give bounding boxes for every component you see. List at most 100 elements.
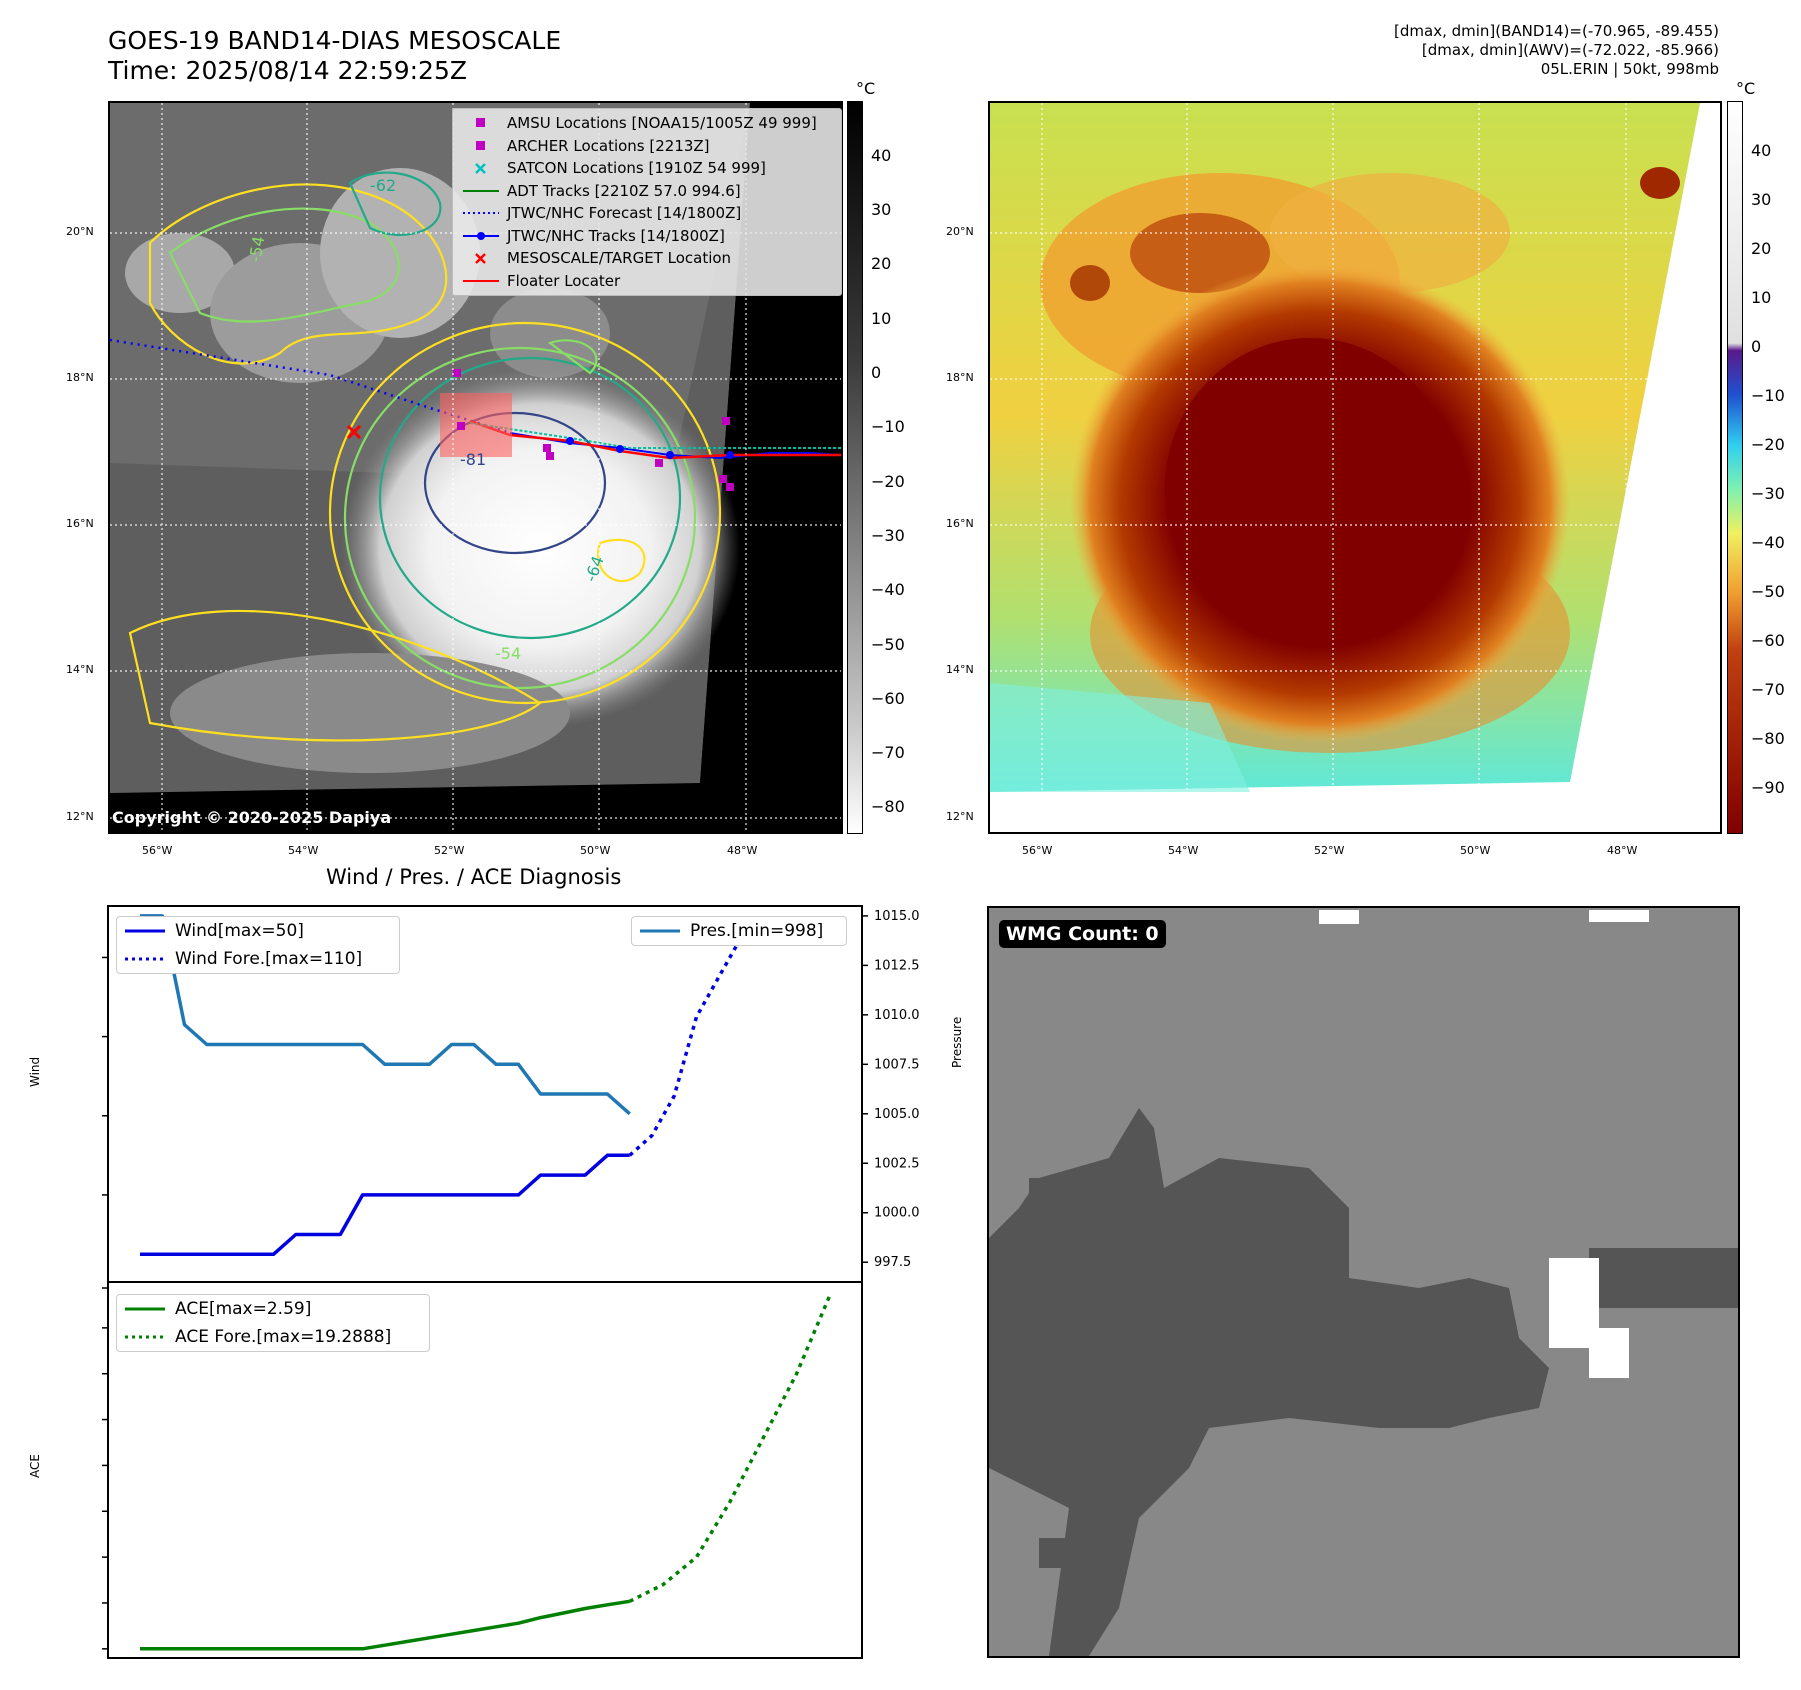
stats-awv: [dmax, dmin](AWV)=(-72.022, -85.966)	[1421, 41, 1719, 59]
lon-tick: 52°W	[1314, 844, 1345, 857]
lon-tick: 48°W	[727, 844, 758, 857]
lat-tick: 16°N	[66, 517, 94, 530]
legend-wind: Wind[max=50]	[125, 921, 304, 941]
contour-label-81: -81	[460, 450, 486, 469]
lat-tick: 14°N	[946, 663, 974, 676]
lon-tick: 54°W	[288, 844, 319, 857]
cbar-gray-tick: −40	[871, 580, 905, 599]
contour-label-62: -62	[370, 176, 396, 195]
awv-map-svg	[990, 103, 1720, 832]
pres-tick-label: 1010.0	[874, 1008, 920, 1023]
legend-target: MESOSCALE/TARGET Location	[461, 247, 841, 270]
cbar-gray-tick: −20	[871, 472, 905, 491]
lon-tick: 52°W	[434, 844, 465, 857]
cbar-color-tick: 10	[1751, 288, 1772, 307]
legend-amsu: AMSU Locations [NOAA15/1005Z 49 999]	[461, 112, 841, 135]
cbar-color-tick: 40	[1751, 141, 1772, 160]
lat-tick: 20°N	[946, 225, 974, 238]
cbar-gray-tick: −30	[871, 526, 905, 545]
pressure-series-line	[140, 914, 631, 1116]
cbar-color-tick: −60	[1751, 631, 1785, 650]
lon-tick: 56°W	[1022, 844, 1053, 857]
pres-tick-label: 997.5	[874, 1255, 911, 1270]
cbar-color-tick: −30	[1751, 484, 1785, 503]
title-product: GOES-19 BAND14-DIAS MESOSCALE	[108, 26, 562, 55]
ace-forecast-series-line	[628, 1294, 832, 1603]
stats-band14: [dmax, dmin](BAND14)=(-70.965, -89.455)	[1394, 22, 1719, 40]
pres-legend: Pres.[min=998]	[631, 916, 847, 946]
cbar-color-tick: −50	[1751, 582, 1785, 601]
cbar-color-tick: −90	[1751, 778, 1785, 797]
cbar-color-tick: −40	[1751, 533, 1785, 552]
cbar-gray-tick: 30	[871, 200, 892, 219]
cbar-gray-tick: −80	[871, 797, 905, 816]
cbar-gray-tick: 40	[871, 146, 892, 165]
pres-tick-label: 1002.5	[874, 1156, 920, 1171]
pres-tick-label: 1007.5	[874, 1057, 920, 1072]
lat-tick: 20°N	[66, 225, 94, 238]
lon-tick: 48°W	[1607, 844, 1638, 857]
wind-axis-label: Wind	[28, 1056, 42, 1087]
cbar-gray-tick: −50	[871, 635, 905, 654]
pres-tick-label: 1000.0	[874, 1206, 920, 1221]
cbar-gray-tick: −70	[871, 743, 905, 762]
cbar-gray-tick: 10	[871, 309, 892, 328]
legend-ace: ACE[max=2.59]	[125, 1299, 312, 1319]
diagnosis-chart: 10080604020.01015.01012.51010.01007.5100…	[102, 905, 920, 1659]
cbar-color-tick: −10	[1751, 386, 1785, 405]
wmg-panel	[987, 906, 1740, 1658]
legend-satcon: SATCON Locations [1910Z 54 999]	[461, 157, 841, 180]
wind-forecast-series-line	[628, 916, 786, 1157]
lon-tick: 54°W	[1168, 844, 1199, 857]
lat-tick: 18°N	[66, 371, 94, 384]
title-time: Time: 2025/08/14 22:59:25Z	[108, 56, 467, 85]
legend-tracks: JTWC/NHC Tracks [14/1800Z]	[461, 225, 841, 248]
lon-tick: 50°W	[1460, 844, 1491, 857]
stats-block: [dmax, dmin](BAND14)=(-70.965, -89.455) …	[1394, 22, 1719, 79]
legend-pres: Pres.[min=998]	[640, 921, 824, 941]
diagnosis-title: Wind / Pres. / ACE Diagnosis	[326, 865, 622, 889]
ace-axes-frame	[107, 1281, 863, 1659]
cbar-gray-tick: 0	[871, 363, 882, 382]
cbar-color-tick: −20	[1751, 435, 1785, 454]
wmg-count-label: WMG Count: 0	[999, 920, 1166, 948]
lat-tick: 18°N	[946, 371, 974, 384]
pres-tick-label: 1005.0	[874, 1107, 920, 1122]
legend-archer: ARCHER Locations [2213Z]	[461, 135, 841, 158]
stats-storm: 05L.ERIN | 50kt, 998mb	[1540, 60, 1719, 78]
awv-map-panel	[988, 101, 1722, 834]
legend-forecast: JTWC/NHC Forecast [14/1800Z]	[463, 204, 742, 223]
lat-tick: 16°N	[946, 517, 974, 530]
lat-tick: 14°N	[66, 663, 94, 676]
legend-wind-fore: Wind Fore.[max=110]	[125, 949, 363, 969]
cbar-color-tick: 20	[1751, 239, 1772, 258]
cbar-color-tick: −70	[1751, 680, 1785, 699]
colorbar-color	[1727, 101, 1743, 834]
pres-tick-label: 1012.5	[874, 958, 920, 973]
legend-ace-fore: ACE Fore.[max=19.2888]	[125, 1327, 392, 1347]
cbar-gray-tick: 20	[871, 254, 892, 273]
chart-title: GOES-19 BAND14-DIAS MESOSCALE Time: 2025…	[108, 26, 561, 86]
wind-legend: Wind[max=50] Wind Fore.[max=110]	[116, 916, 400, 974]
lat-tick: 12°N	[946, 810, 974, 823]
map-legend: AMSU Locations [NOAA15/1005Z 49 999] ARC…	[452, 108, 842, 296]
colorbar-gray	[847, 101, 863, 834]
legend-adt: ADT Tracks [2210Z 57.0 994.6]	[463, 181, 741, 200]
ace-series-line	[140, 1599, 630, 1651]
cbar-gray-tick: −10	[871, 417, 905, 436]
ace-legend: ACE[max=2.59] ACE Fore.[max=19.2888]	[116, 1294, 430, 1352]
wmg-svg	[989, 910, 1738, 1656]
copyright: Copyright © 2020-2025 Dapiya	[112, 808, 392, 827]
lon-tick: 50°W	[580, 844, 611, 857]
cbar-gray-tick: −60	[871, 689, 905, 708]
contour-label-54b: -54	[245, 235, 268, 264]
cbar-color-tick: 30	[1751, 190, 1772, 209]
pres-tick-label: 1015.0	[874, 909, 920, 924]
cbar-gray-unit: °C	[856, 79, 876, 98]
cbar-color-unit: °C	[1736, 79, 1756, 98]
wind-series-line	[140, 1153, 630, 1257]
cbar-color-tick: 0	[1751, 337, 1762, 356]
cbar-color-tick: −80	[1751, 729, 1785, 748]
lon-tick: 56°W	[142, 844, 173, 857]
lat-tick: 12°N	[66, 810, 94, 823]
